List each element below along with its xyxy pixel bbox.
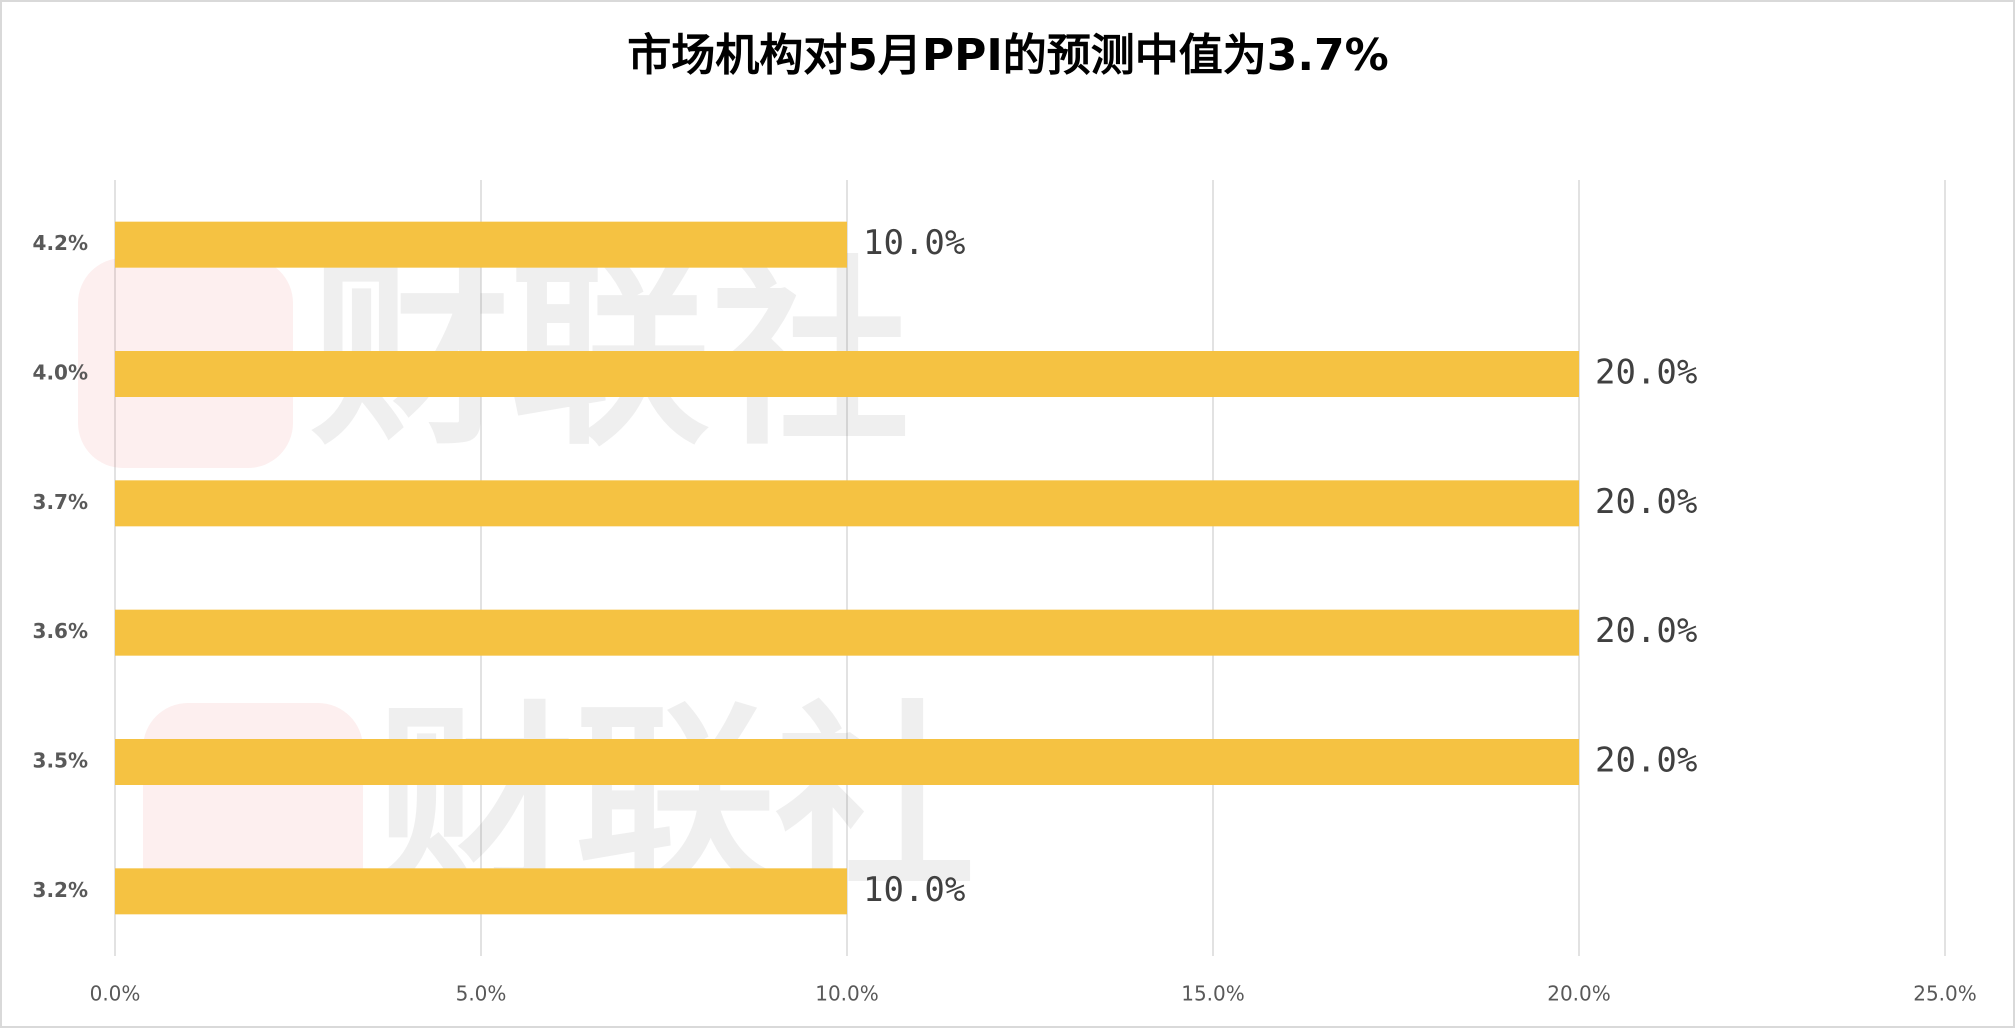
x-tick-label: 0.0%: [90, 982, 141, 1006]
y-tick-label: 3.7%: [33, 490, 88, 514]
bar: [115, 739, 1579, 785]
value-label: 20.0%: [1595, 611, 1697, 651]
value-label: 20.0%: [1595, 482, 1697, 522]
x-tick-label: 20.0%: [1547, 982, 1611, 1006]
y-tick-label: 3.6%: [33, 619, 88, 643]
x-tick-label: 5.0%: [456, 982, 507, 1006]
bar: [115, 221, 847, 268]
y-tick-label: 4.0%: [33, 361, 88, 385]
y-tick-label: 3.5%: [33, 749, 88, 773]
y-tick-label: 4.2%: [33, 231, 88, 255]
x-tick-label: 15.0%: [1181, 982, 1245, 1006]
value-label: 20.0%: [1595, 353, 1697, 393]
x-tick-label: 10.0%: [815, 982, 879, 1006]
bar: [115, 868, 847, 915]
value-label: 10.0%: [863, 223, 965, 263]
y-tick-label: 3.2%: [33, 878, 88, 902]
bar: [115, 609, 1579, 656]
chart-title: 市场机构对5月PPI的预测中值为3.7%: [627, 30, 1389, 81]
bar: [115, 351, 1579, 397]
x-tick-label: 25.0%: [1913, 982, 1977, 1006]
value-label: 20.0%: [1595, 741, 1697, 781]
value-label: 10.0%: [863, 870, 965, 910]
bar: [115, 480, 1579, 527]
